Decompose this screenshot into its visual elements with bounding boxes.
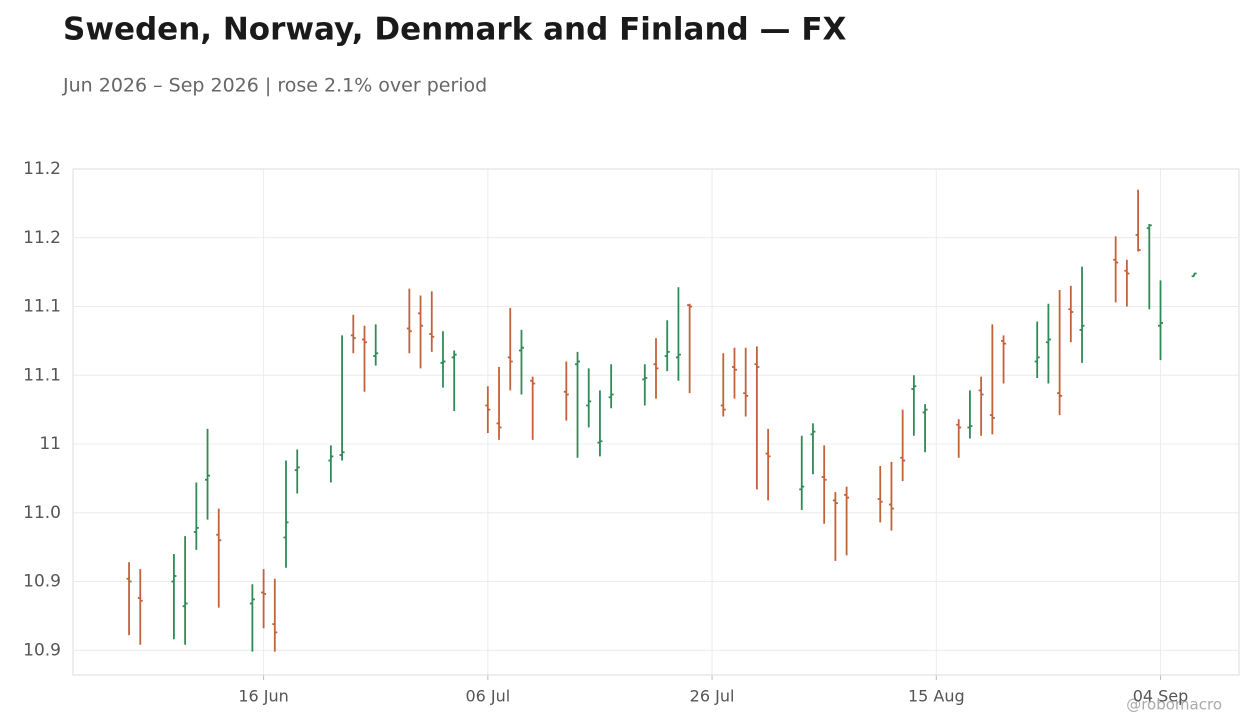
plot-frame xyxy=(72,168,1240,676)
chart-title: Sweden, Norway, Denmark and Finland — FX xyxy=(63,12,847,48)
x-tick-label: 06 Jul xyxy=(465,687,510,706)
y-tick-label: 11.0 xyxy=(23,503,61,523)
x-tick-label: 16 Jun xyxy=(238,687,288,706)
y-tick-label: 10.9 xyxy=(23,640,61,660)
y-tick-label: 11.2 xyxy=(23,228,61,248)
y-tick-label: 10.9 xyxy=(23,572,61,592)
watermark: @robomacro xyxy=(1126,696,1222,714)
x-tick-label: 26 Jul xyxy=(690,687,735,706)
x-tick-label: 04 Sep xyxy=(1133,687,1189,706)
x-tick-label: 15 Aug xyxy=(908,687,965,706)
y-tick-label: 11.1 xyxy=(23,365,61,385)
y-tick-label: 11 xyxy=(39,434,61,454)
y-tick-label: 11.1 xyxy=(23,297,61,317)
y-tick-label: 11.2 xyxy=(23,159,61,179)
chart-subtitle: Jun 2026 – Sep 2026 | rose 2.1% over per… xyxy=(62,75,487,97)
